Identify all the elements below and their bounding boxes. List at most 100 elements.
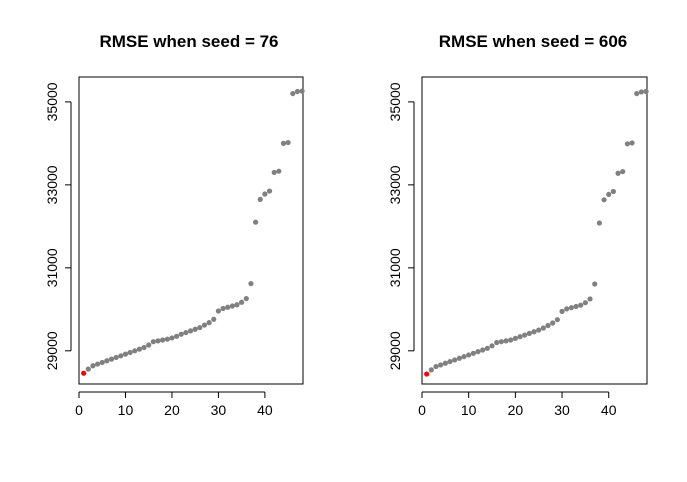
data-point: [578, 302, 584, 308]
x-tick-label: 30: [554, 402, 570, 418]
data-point: [160, 337, 166, 343]
data-point: [438, 362, 444, 368]
data-point: [201, 322, 208, 328]
data-point: [531, 329, 537, 335]
y-tick-label: 29000: [44, 331, 60, 370]
x-tick-label: 0: [75, 402, 83, 418]
data-point: [225, 304, 231, 310]
x-tick-label: 40: [257, 402, 273, 418]
data-point: [466, 352, 472, 358]
data-point: [146, 342, 152, 348]
data-point: [610, 188, 616, 195]
data-point: [187, 328, 194, 334]
x-tick-label: 10: [461, 402, 477, 418]
data-point: [498, 339, 504, 345]
chart-title: RMSE when seed = 606: [439, 32, 628, 51]
data-point: [470, 350, 476, 356]
data-point: [164, 336, 170, 342]
data-point: [169, 335, 175, 341]
data-point: [122, 351, 129, 357]
data-point: [550, 320, 556, 326]
data-point: [285, 139, 291, 146]
data-point: [211, 316, 217, 322]
data-point: [276, 168, 282, 174]
plot-frame: [78, 76, 304, 385]
x-tick-label: 40: [601, 402, 617, 418]
data-point: [257, 196, 263, 202]
data-point: [85, 366, 91, 372]
scatter-panel-seed-76: RMSE when seed = 76 0 10 20 30 40 29000 31000 3…: [44, 32, 305, 418]
y-tick-label: 29000: [387, 331, 403, 370]
data-point: [108, 356, 115, 362]
data-point: [582, 300, 588, 306]
data-point: [512, 335, 518, 341]
data-point: [517, 334, 523, 340]
y-tick-label: 35000: [44, 82, 60, 121]
data-point: [299, 88, 305, 94]
data-point: [456, 355, 462, 361]
data-point: [178, 331, 184, 337]
data-point: [141, 344, 147, 351]
data-point: [526, 330, 532, 336]
data-point: [601, 197, 607, 203]
data-point: [634, 90, 640, 97]
data-point: [475, 349, 481, 355]
data-point: [173, 333, 180, 339]
data-point: [433, 363, 439, 370]
x-tick-label: 0: [418, 402, 426, 418]
data-point: [428, 367, 434, 373]
y-tick-label: 33000: [44, 165, 60, 204]
data-point: [132, 348, 138, 354]
chart-title: RMSE when seed = 76: [99, 32, 278, 51]
data-point: [480, 347, 486, 353]
data-point: [183, 329, 189, 336]
data-point: [568, 305, 574, 311]
data-point: [234, 302, 240, 308]
data-point: [638, 89, 644, 95]
data-point: [262, 191, 268, 197]
data-point: [545, 322, 551, 329]
data-point: [615, 170, 621, 176]
data-point: [442, 360, 448, 366]
data-point: [643, 88, 649, 95]
data-point: [461, 354, 467, 360]
data-point: [155, 338, 161, 344]
data-point: [452, 357, 458, 363]
scatter-panel-seed-606: RMSE when seed = 606 0 10 20 30 40 29000 31000…: [387, 32, 649, 418]
x-tick-label: 20: [508, 402, 524, 418]
y-tick-label: 31000: [44, 248, 60, 287]
data-point: [564, 306, 570, 312]
plot-frame: [421, 76, 648, 385]
data-point: [573, 303, 579, 310]
data-point: [248, 281, 254, 287]
data-point: [239, 299, 245, 305]
data-point: [104, 358, 110, 364]
data-point: [136, 346, 143, 352]
x-tick-label: 30: [211, 402, 227, 418]
data-point: [266, 188, 273, 194]
y-tick-label: 33000: [387, 165, 403, 204]
data-point: [489, 343, 495, 349]
data-point: [484, 345, 490, 351]
data-point: [294, 88, 301, 95]
data-point: [559, 308, 565, 314]
data-point: [536, 327, 542, 333]
highlighted-data-point: [424, 371, 430, 377]
data-point: [150, 339, 156, 345]
data-point: [606, 191, 612, 198]
data-point: [220, 305, 226, 312]
data-point: [522, 332, 528, 338]
y-tick-label: 35000: [387, 82, 403, 121]
x-tick-label: 10: [118, 402, 134, 418]
data-point: [508, 337, 514, 343]
data-point: [592, 281, 598, 287]
data-point: [94, 361, 101, 367]
data-point: [229, 303, 235, 309]
data-point: [540, 325, 546, 331]
data-point: [624, 141, 630, 147]
data-point: [192, 326, 198, 332]
highlighted-data-point: [81, 370, 87, 376]
data-point: [197, 324, 203, 331]
data-point: [620, 168, 626, 175]
